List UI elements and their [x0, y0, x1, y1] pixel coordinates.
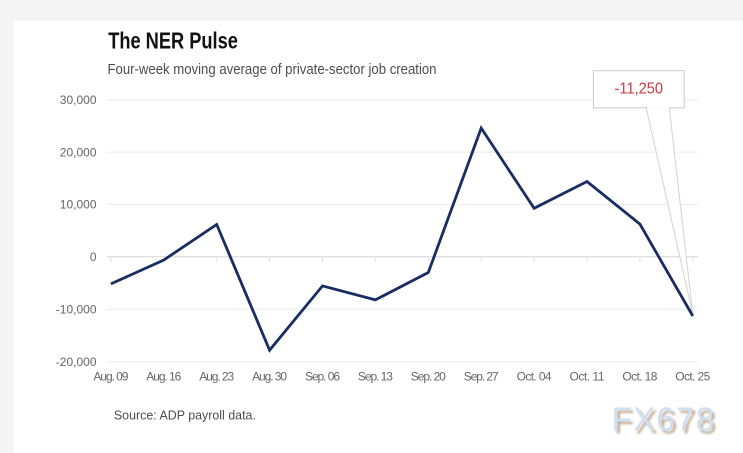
svg-text:0: 0 — [90, 250, 97, 264]
svg-text:Oct. 18: Oct. 18 — [622, 370, 657, 384]
svg-text:Oct. 04: Oct. 04 — [517, 370, 552, 384]
svg-text:30,000: 30,000 — [60, 93, 97, 107]
svg-text:Sep. 27: Sep. 27 — [464, 370, 499, 384]
svg-text:Sep. 06: Sep. 06 — [305, 370, 340, 384]
svg-text:The NER Pulse: The NER Pulse — [108, 28, 238, 54]
svg-text:Aug. 23: Aug. 23 — [199, 370, 234, 384]
svg-text:-10,000: -10,000 — [56, 303, 97, 317]
svg-text:10,000: 10,000 — [60, 198, 97, 212]
svg-text:20,000: 20,000 — [60, 145, 97, 159]
svg-text:FX678: FX678 — [614, 405, 718, 442]
svg-text:Oct. 25: Oct. 25 — [675, 370, 710, 384]
svg-text:Source: ADP payroll data.: Source: ADP payroll data. — [114, 408, 256, 423]
svg-text:Oct. 11: Oct. 11 — [570, 370, 605, 384]
svg-text:Aug. 30: Aug. 30 — [252, 370, 287, 384]
svg-text:-11,250: -11,250 — [615, 80, 664, 97]
svg-text:Aug. 09: Aug. 09 — [93, 370, 128, 384]
svg-text:-20,000: -20,000 — [56, 355, 97, 369]
svg-text:Sep. 13: Sep. 13 — [358, 370, 393, 384]
svg-text:Aug. 16: Aug. 16 — [146, 370, 181, 384]
svg-text:Four-week moving average of pr: Four-week moving average of private-sect… — [108, 62, 437, 78]
svg-text:Sep. 20: Sep. 20 — [411, 370, 446, 384]
svg-text:FX678: FX678 — [612, 401, 716, 438]
